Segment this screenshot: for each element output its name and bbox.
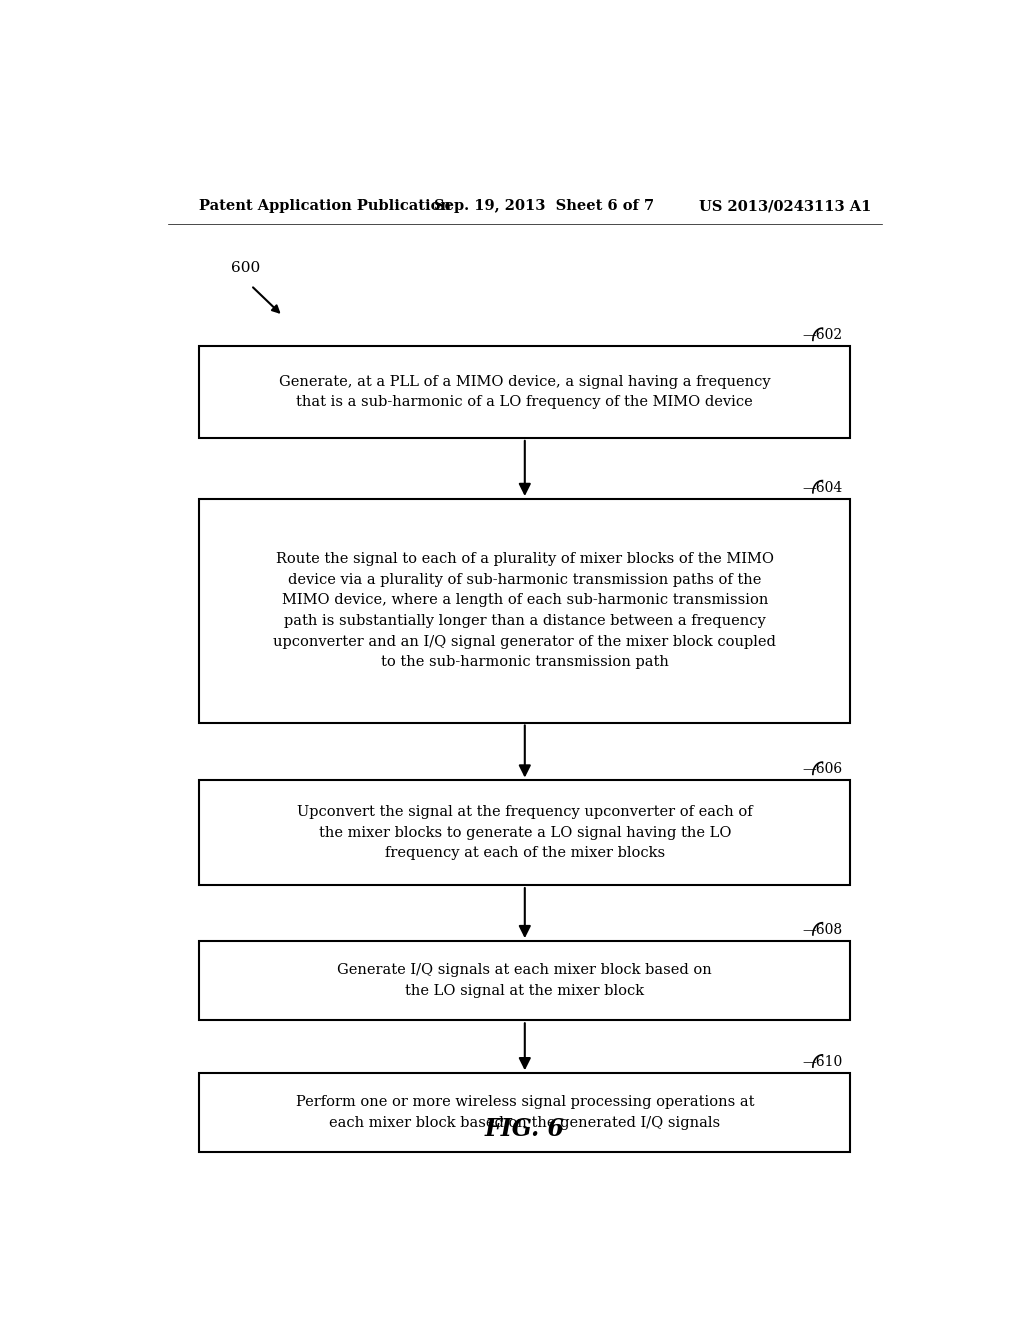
Text: FIG. 6: FIG. 6	[484, 1117, 565, 1140]
Text: Upconvert the signal at the frequency upconverter of each of
the mixer blocks to: Upconvert the signal at the frequency up…	[297, 805, 753, 861]
Text: Sep. 19, 2013  Sheet 6 of 7: Sep. 19, 2013 Sheet 6 of 7	[433, 199, 653, 213]
Text: —610: —610	[802, 1055, 842, 1069]
Text: —608: —608	[802, 923, 842, 937]
Text: US 2013/0243113 A1: US 2013/0243113 A1	[699, 199, 871, 213]
Bar	[200, 499, 850, 722]
Text: Generate I/Q signals at each mixer block based on
the LO signal at the mixer blo: Generate I/Q signals at each mixer block…	[338, 964, 712, 998]
Bar	[200, 941, 850, 1020]
Bar	[200, 780, 850, 886]
Text: —604: —604	[802, 480, 842, 495]
Text: Generate, at a PLL of a MIMO device, a signal having a frequency
that is a sub-h: Generate, at a PLL of a MIMO device, a s…	[279, 375, 771, 409]
Text: 600: 600	[231, 261, 260, 276]
Text: Patent Application Publication: Patent Application Publication	[200, 199, 452, 213]
Bar	[200, 346, 850, 438]
Text: —606: —606	[802, 763, 842, 776]
Bar	[200, 1073, 850, 1152]
Text: —602: —602	[802, 329, 842, 342]
Text: Route the signal to each of a plurality of mixer blocks of the MIMO
device via a: Route the signal to each of a plurality …	[273, 552, 776, 669]
Text: Perform one or more wireless signal processing operations at
each mixer block ba: Perform one or more wireless signal proc…	[296, 1096, 754, 1130]
